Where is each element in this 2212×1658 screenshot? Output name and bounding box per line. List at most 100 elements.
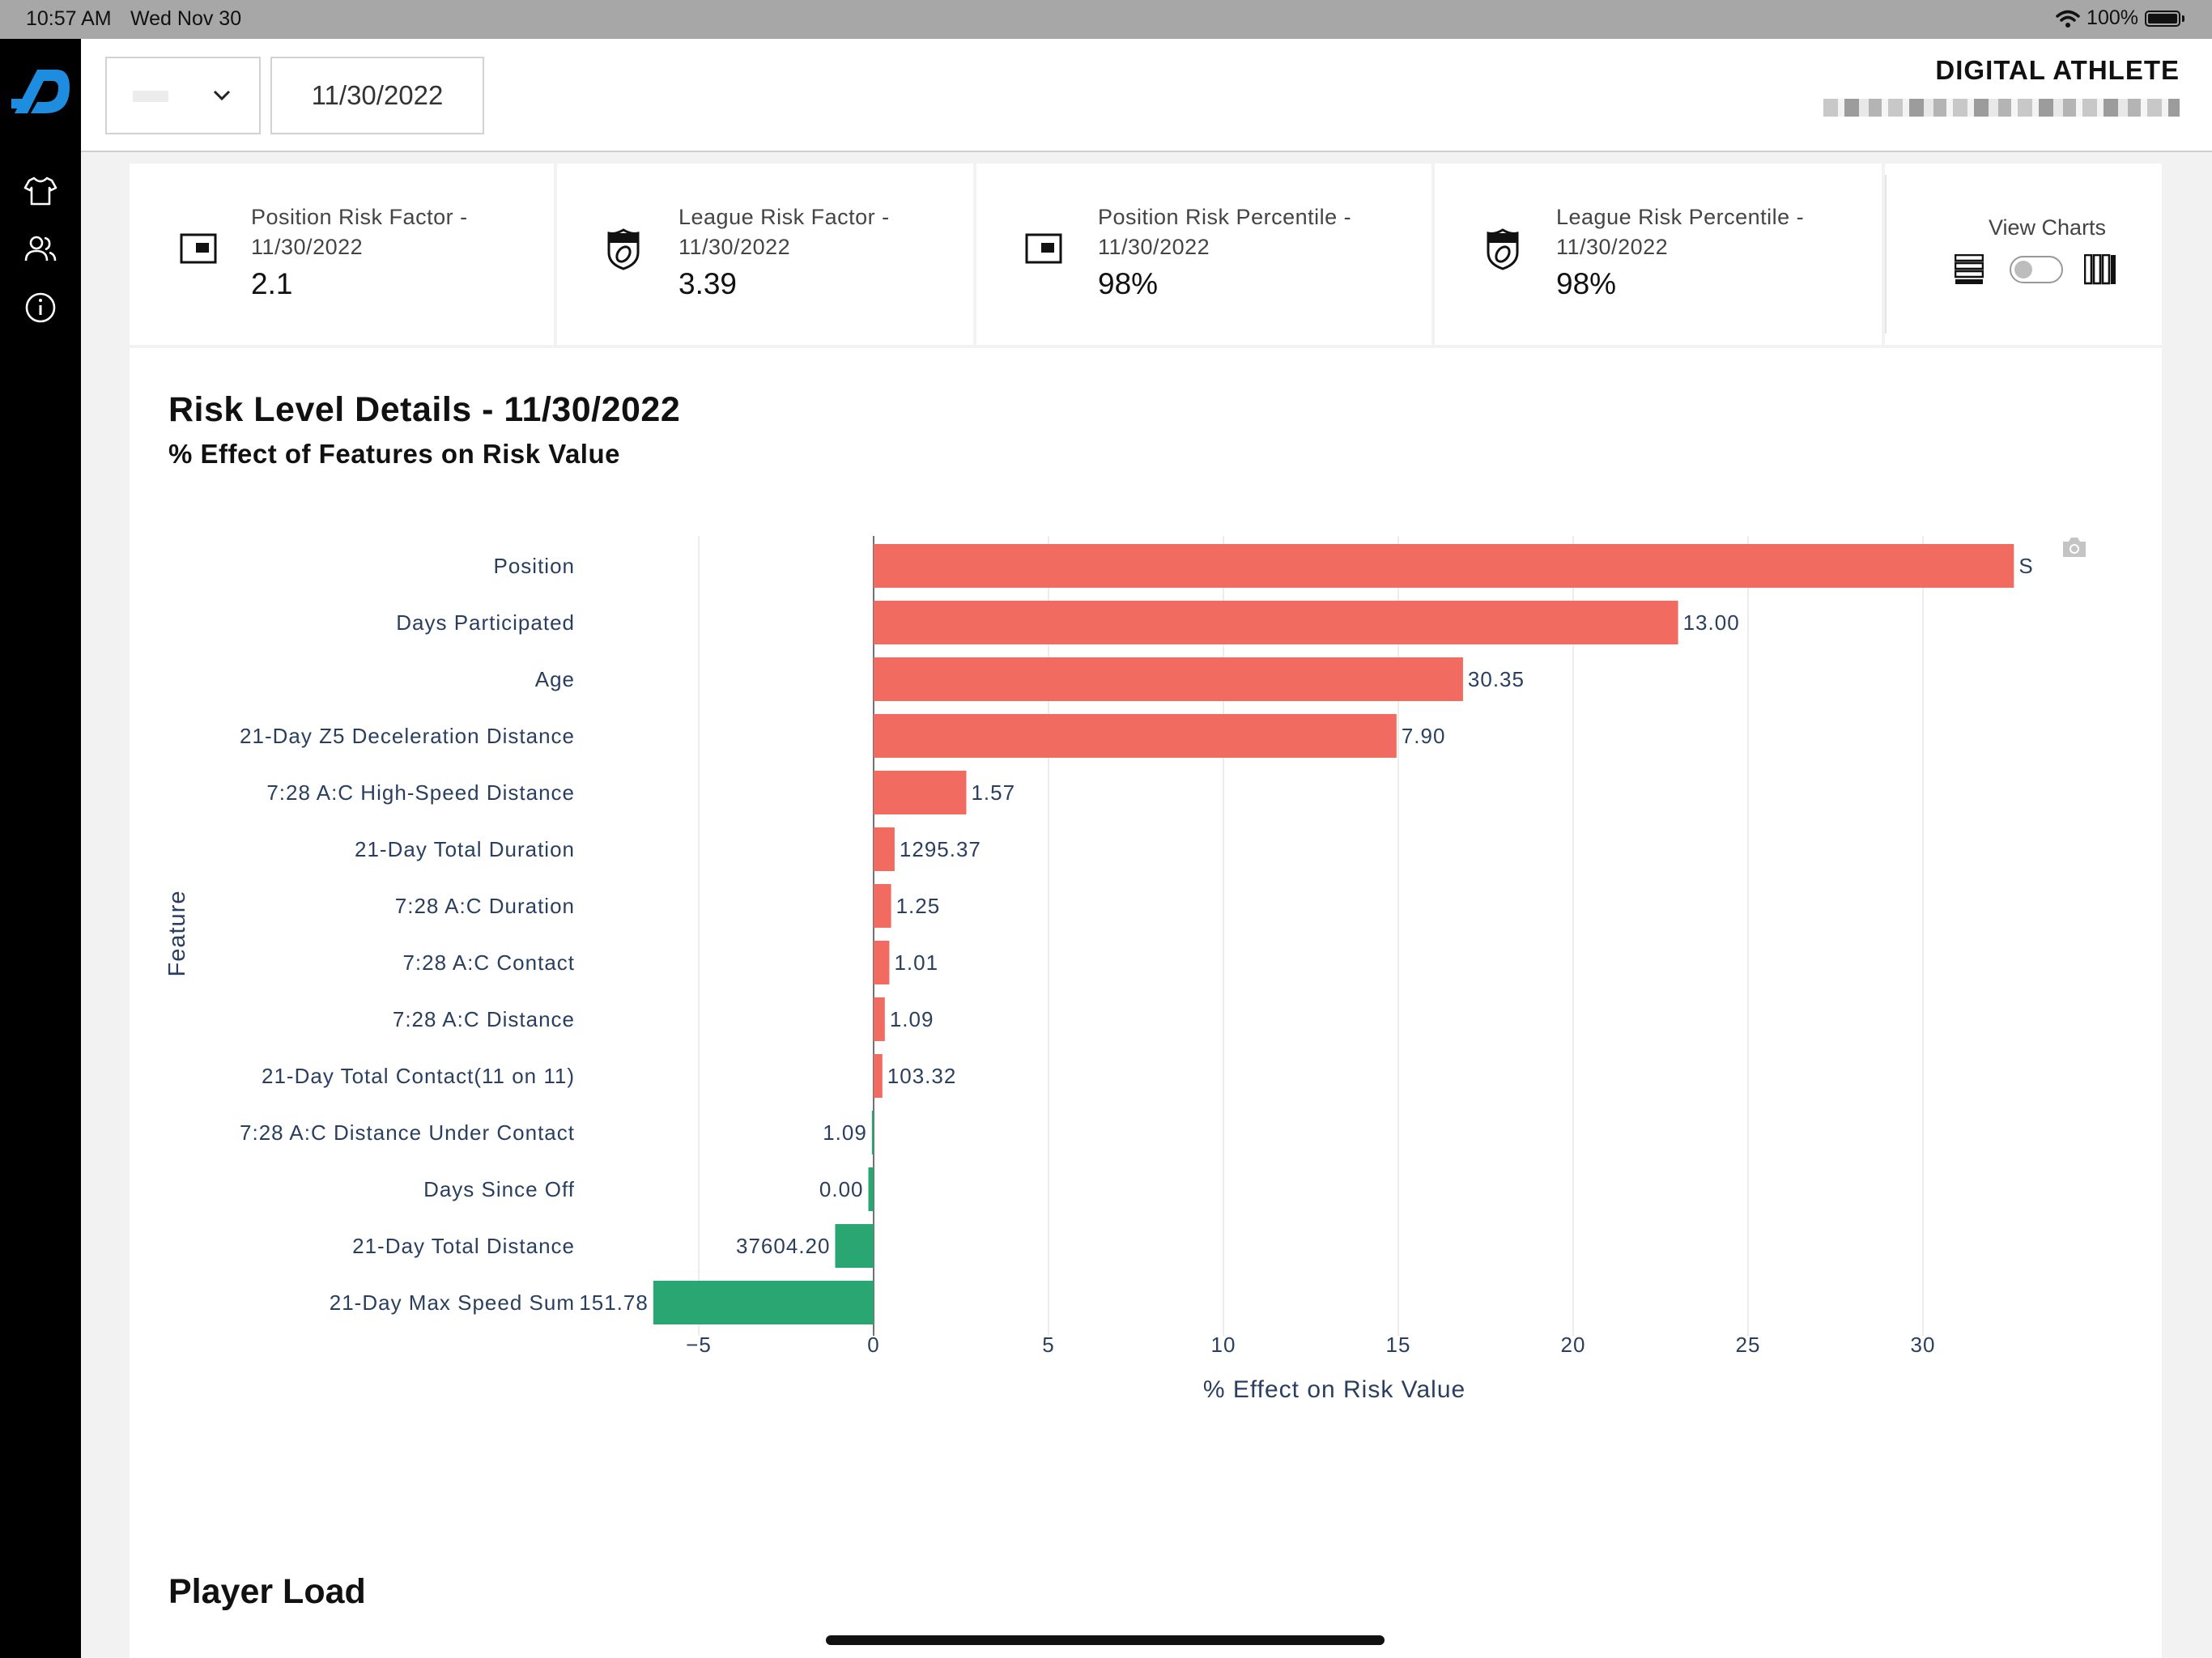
brand-name: DIGITAL ATHLETE	[1935, 55, 2180, 85]
player-load-title: Player Load	[168, 1572, 366, 1611]
stat-card-league-risk-percentile: League Risk Percentile - 11/30/2022 98%	[1435, 164, 1882, 345]
stat-card-position-risk-factor: Position Risk Factor - 11/30/2022 2.1	[130, 164, 554, 345]
risk-level-panel: Risk Level Details - 11/30/2022 % Effect…	[130, 348, 2162, 1658]
chart-value-label: 37604.20	[736, 1234, 830, 1258]
top-header: 11/30/2022 DIGITAL ATHLETE	[81, 39, 2212, 152]
chart-bar[interactable]	[874, 771, 967, 814]
status-right: 100%	[2056, 6, 2184, 30]
stat-label-line1: League Risk Factor -	[678, 205, 890, 229]
player-select-value	[133, 91, 168, 102]
info-icon[interactable]	[23, 290, 58, 325]
stat-label: League Risk Factor - 11/30/2022	[678, 202, 890, 262]
chevron-down-icon	[213, 90, 231, 101]
chart-bar[interactable]	[874, 997, 885, 1041]
stat-label-line1: Position Risk Factor -	[251, 205, 468, 229]
chart-value-label: 1.09	[823, 1120, 867, 1145]
stat-label-line1: Position Risk Percentile -	[1098, 205, 1352, 229]
view-charts-label: View Charts	[1989, 215, 2107, 240]
date-picker[interactable]: 11/30/2022	[270, 57, 484, 134]
chart-bar[interactable]	[874, 544, 2014, 588]
status-bar: 10:57 AM Wed Nov 30 100%	[0, 0, 2212, 39]
chart-category-label: 21-Day Max Speed Sum	[330, 1290, 575, 1315]
chart-x-axis-label: % Effect on Risk Value	[1203, 1376, 1465, 1403]
chart-category-label: 21-Day Total Distance	[352, 1234, 575, 1258]
app-logo-icon[interactable]	[10, 66, 71, 117]
stat-label: Position Risk Factor - 11/30/2022	[251, 202, 468, 262]
chart-value-label: 1295.37	[900, 837, 981, 861]
chart-bar[interactable]	[871, 1111, 874, 1154]
chart-bar[interactable]	[868, 1167, 874, 1211]
player-select[interactable]	[105, 57, 261, 134]
chart-category-label: Age	[535, 667, 575, 691]
chart-bar[interactable]	[874, 1054, 883, 1098]
chart-bar[interactable]	[653, 1281, 874, 1324]
stat-label-line1: League Risk Percentile -	[1556, 205, 1805, 229]
chart-x-tick-label: 5	[1042, 1333, 1054, 1357]
battery-tip	[2182, 15, 2184, 22]
chart-value-label: 103.32	[887, 1064, 957, 1088]
horizontal-bars-icon[interactable]	[1955, 254, 1984, 285]
chart-value-label: 151.78	[579, 1290, 649, 1315]
chart-value-label: 1.25	[896, 894, 941, 918]
users-icon[interactable]	[23, 232, 58, 267]
chart-orientation-toggle[interactable]	[2010, 256, 2063, 283]
chart-bar[interactable]	[874, 884, 891, 928]
chart-bar[interactable]	[835, 1224, 874, 1268]
vertical-bars-icon[interactable]	[2084, 254, 2116, 285]
chart-x-ticks: −5 0 5 10 15 20 25 30	[686, 1333, 1936, 1357]
chart-category-label: 21-Day Total Duration	[355, 837, 575, 861]
chart-bar[interactable]	[874, 827, 895, 871]
position-icon	[180, 233, 217, 264]
home-indicator	[826, 1635, 1385, 1645]
wifi-icon	[2056, 10, 2080, 28]
chart-bar[interactable]	[874, 714, 1397, 758]
feature-effect-chart: Position Days Participated Age 21-Day Z5 De…	[164, 536, 2033, 1403]
stat-value: 3.39	[678, 267, 738, 300]
chart-category-label: 21-Day Total Contact(11 on 11)	[262, 1064, 575, 1088]
chart-bar[interactable]	[874, 657, 1463, 701]
risk-level-title: Risk Level Details - 11/30/2022	[168, 390, 681, 429]
stat-label-line2: 11/30/2022	[1098, 235, 1210, 259]
chart-x-tick-label: 0	[867, 1333, 879, 1357]
chart-value-label: 0.00	[819, 1177, 864, 1201]
chart-category-label: 7:28 A:C Distance	[393, 1007, 575, 1031]
stat-label-line2: 11/30/2022	[251, 235, 364, 259]
position-icon	[1025, 233, 1062, 264]
chart-category-label: 7:28 A:C High-Speed Distance	[266, 780, 575, 805]
chart-value-label: 1.09	[890, 1007, 934, 1031]
chart-x-tick-label: 30	[1911, 1333, 1936, 1357]
chart-value-labels: S 13.00 30.35 7.90 1.57 1295.37 1.25 1.01 1.09 10…	[579, 554, 2033, 1315]
sidebar	[0, 39, 81, 1658]
chart-bar[interactable]	[874, 601, 1678, 644]
battery-icon	[2145, 10, 2180, 27]
stat-card-position-risk-percentile: Position Risk Percentile - 11/30/2022 98…	[976, 164, 1431, 345]
chart-x-tick-label: 10	[1211, 1333, 1236, 1357]
chart-category-labels: Position Days Participated Age 21-Day Z5 De…	[240, 554, 575, 1315]
chart-value-label: 13.00	[1683, 610, 1740, 635]
league-shield-icon	[1487, 228, 1519, 270]
chart-category-label: Days Since Off	[423, 1177, 575, 1201]
risk-level-subtitle: % Effect of Features on Risk Value	[168, 439, 620, 469]
status-date: Wed Nov 30	[130, 7, 242, 30]
jersey-icon[interactable]	[23, 173, 58, 209]
stat-label-line2: 11/30/2022	[1556, 235, 1669, 259]
chart-x-tick-label: 20	[1561, 1333, 1586, 1357]
chart-y-axis-label: Feature	[164, 891, 190, 977]
stat-value: 98%	[1098, 267, 1159, 300]
chart-bars	[653, 544, 2014, 1324]
camera-icon[interactable]	[2061, 536, 2088, 559]
chart-category-label: 21-Day Z5 Deceleration Distance	[240, 724, 575, 748]
chart-category-label: Days Participated	[396, 610, 575, 635]
stat-label: League Risk Percentile - 11/30/2022	[1556, 202, 1804, 262]
battery-percent: 100%	[2087, 6, 2138, 29]
chart-value-label: 30.35	[1468, 667, 1525, 691]
chart-value-label: S	[2018, 554, 2033, 578]
chart-category-label: 7:28 A:C Contact	[402, 950, 575, 975]
view-charts-card: View Charts	[1885, 164, 2162, 345]
stat-value: 2.1	[251, 267, 293, 300]
user-info-redacted	[1823, 99, 2180, 117]
stat-label-line2: 11/30/2022	[678, 235, 791, 259]
chart-x-tick-label: −5	[686, 1333, 712, 1357]
risk-stats-row: Position Risk Factor - 11/30/2022 2.1 Le…	[130, 164, 2162, 345]
chart-bar[interactable]	[874, 941, 890, 984]
